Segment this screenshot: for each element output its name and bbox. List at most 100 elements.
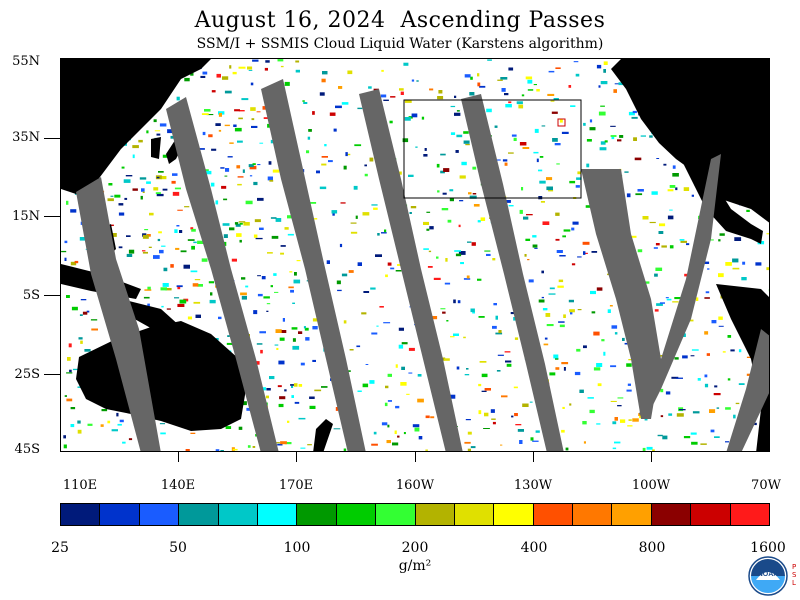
cloud-speckle <box>190 227 194 230</box>
cloud-speckle <box>576 177 582 180</box>
lon-label: 100W <box>631 478 671 493</box>
cloud-speckle <box>277 59 284 62</box>
cloud-speckle <box>159 423 165 425</box>
colorbar <box>60 503 770 526</box>
cloud-speckle <box>200 451 204 452</box>
cloud-speckle <box>530 437 534 441</box>
cloud-speckle <box>532 244 538 248</box>
cloud-speckle <box>444 358 450 361</box>
cloud-speckle <box>353 185 358 190</box>
cloud-speckle <box>622 337 625 341</box>
cloud-speckle <box>691 441 698 445</box>
cloud-speckle <box>528 279 534 283</box>
cloud-speckle <box>333 428 341 430</box>
cloud-speckle <box>590 290 596 295</box>
cloud-speckle <box>101 409 108 412</box>
cloud-speckle <box>349 349 354 351</box>
cloud-speckle <box>146 130 149 134</box>
lon-tick <box>415 452 416 462</box>
cloud-speckle <box>223 241 227 246</box>
cloud-speckle <box>158 171 164 173</box>
cloud-speckle <box>534 128 539 133</box>
lon-label: 110E <box>62 478 98 493</box>
cloud-speckle <box>532 440 539 442</box>
colorbar-cell <box>533 504 574 525</box>
cloud-speckle <box>66 398 73 402</box>
lon-label: 130W <box>513 478 553 493</box>
cloud-speckle <box>628 419 632 421</box>
cloud-speckle <box>505 360 512 363</box>
cloud-speckle <box>409 212 412 214</box>
cloud-speckle <box>125 175 133 177</box>
cloud-speckle <box>389 120 393 124</box>
cloud-speckle <box>397 435 400 438</box>
cloud-speckle <box>335 407 338 411</box>
cloud-speckle <box>237 176 244 178</box>
cloud-speckle <box>456 134 463 138</box>
cloud-speckle <box>314 389 322 392</box>
cloud-speckle <box>159 249 164 254</box>
cloud-speckle <box>153 119 157 123</box>
cloud-speckle <box>692 411 700 414</box>
cloud-speckle <box>577 256 582 258</box>
cloud-speckle <box>176 285 183 288</box>
cloud-speckle <box>519 209 523 214</box>
cloud-speckle <box>667 189 674 192</box>
cloud-speckle <box>438 90 443 94</box>
cloud-speckle <box>308 129 312 132</box>
cloud-speckle <box>284 389 287 392</box>
cloud-speckle <box>555 367 560 370</box>
cloud-speckle <box>660 415 664 418</box>
cloud-speckle <box>431 316 438 320</box>
cloud-speckle <box>350 231 358 234</box>
cloud-speckle <box>634 157 642 161</box>
cloud-speckle <box>534 247 538 249</box>
cloud-speckle <box>371 204 378 206</box>
cloud-speckle <box>713 393 721 396</box>
cloud-speckle <box>445 258 448 262</box>
cloud-speckle <box>222 223 230 226</box>
cloud-speckle <box>649 135 653 138</box>
cloud-speckle <box>427 266 433 268</box>
cloud-speckle <box>676 377 683 379</box>
cloud-speckle <box>257 197 264 201</box>
cloud-speckle <box>596 423 601 425</box>
cloud-speckle <box>672 165 676 169</box>
cloud-speckle <box>539 156 544 158</box>
svg-text:NOAA: NOAA <box>758 571 779 578</box>
colorbar-label: 100 <box>283 540 311 556</box>
cloud-speckle <box>582 421 587 425</box>
cloud-speckle <box>321 78 326 83</box>
cloud-speckle <box>390 267 395 270</box>
cloud-speckle <box>454 112 461 116</box>
cloud-speckle <box>440 153 446 156</box>
cloud-speckle <box>522 147 530 149</box>
cloud-speckle <box>478 410 482 415</box>
cloud-speckle <box>238 426 243 430</box>
cloud-speckle <box>478 316 485 318</box>
cloud-speckle <box>66 372 73 374</box>
cloud-speckle <box>243 222 250 226</box>
cloud-speckle <box>80 340 83 344</box>
cloud-speckle <box>312 318 320 322</box>
lon-label: 160W <box>395 478 435 493</box>
cloud-speckle <box>497 354 504 356</box>
cloud-speckle <box>755 262 762 266</box>
cloud-speckle <box>162 188 168 191</box>
cloud-speckle <box>229 227 235 231</box>
cloud-speckle <box>612 421 617 425</box>
cloud-speckle <box>415 146 418 148</box>
cloud-speckle <box>302 100 305 102</box>
cloud-speckle <box>144 229 149 231</box>
cloud-speckle <box>710 429 715 433</box>
cloud-speckle <box>624 171 629 173</box>
cloud-speckle <box>519 142 527 146</box>
cloud-speckle <box>563 229 571 232</box>
cloud-speckle <box>292 338 296 342</box>
cloud-speckle <box>684 273 688 277</box>
cloud-speckle <box>591 251 598 253</box>
cloud-speckle <box>215 200 219 205</box>
cloud-speckle <box>627 425 633 427</box>
cloud-speckle <box>492 258 496 261</box>
cloud-speckle <box>215 338 219 341</box>
